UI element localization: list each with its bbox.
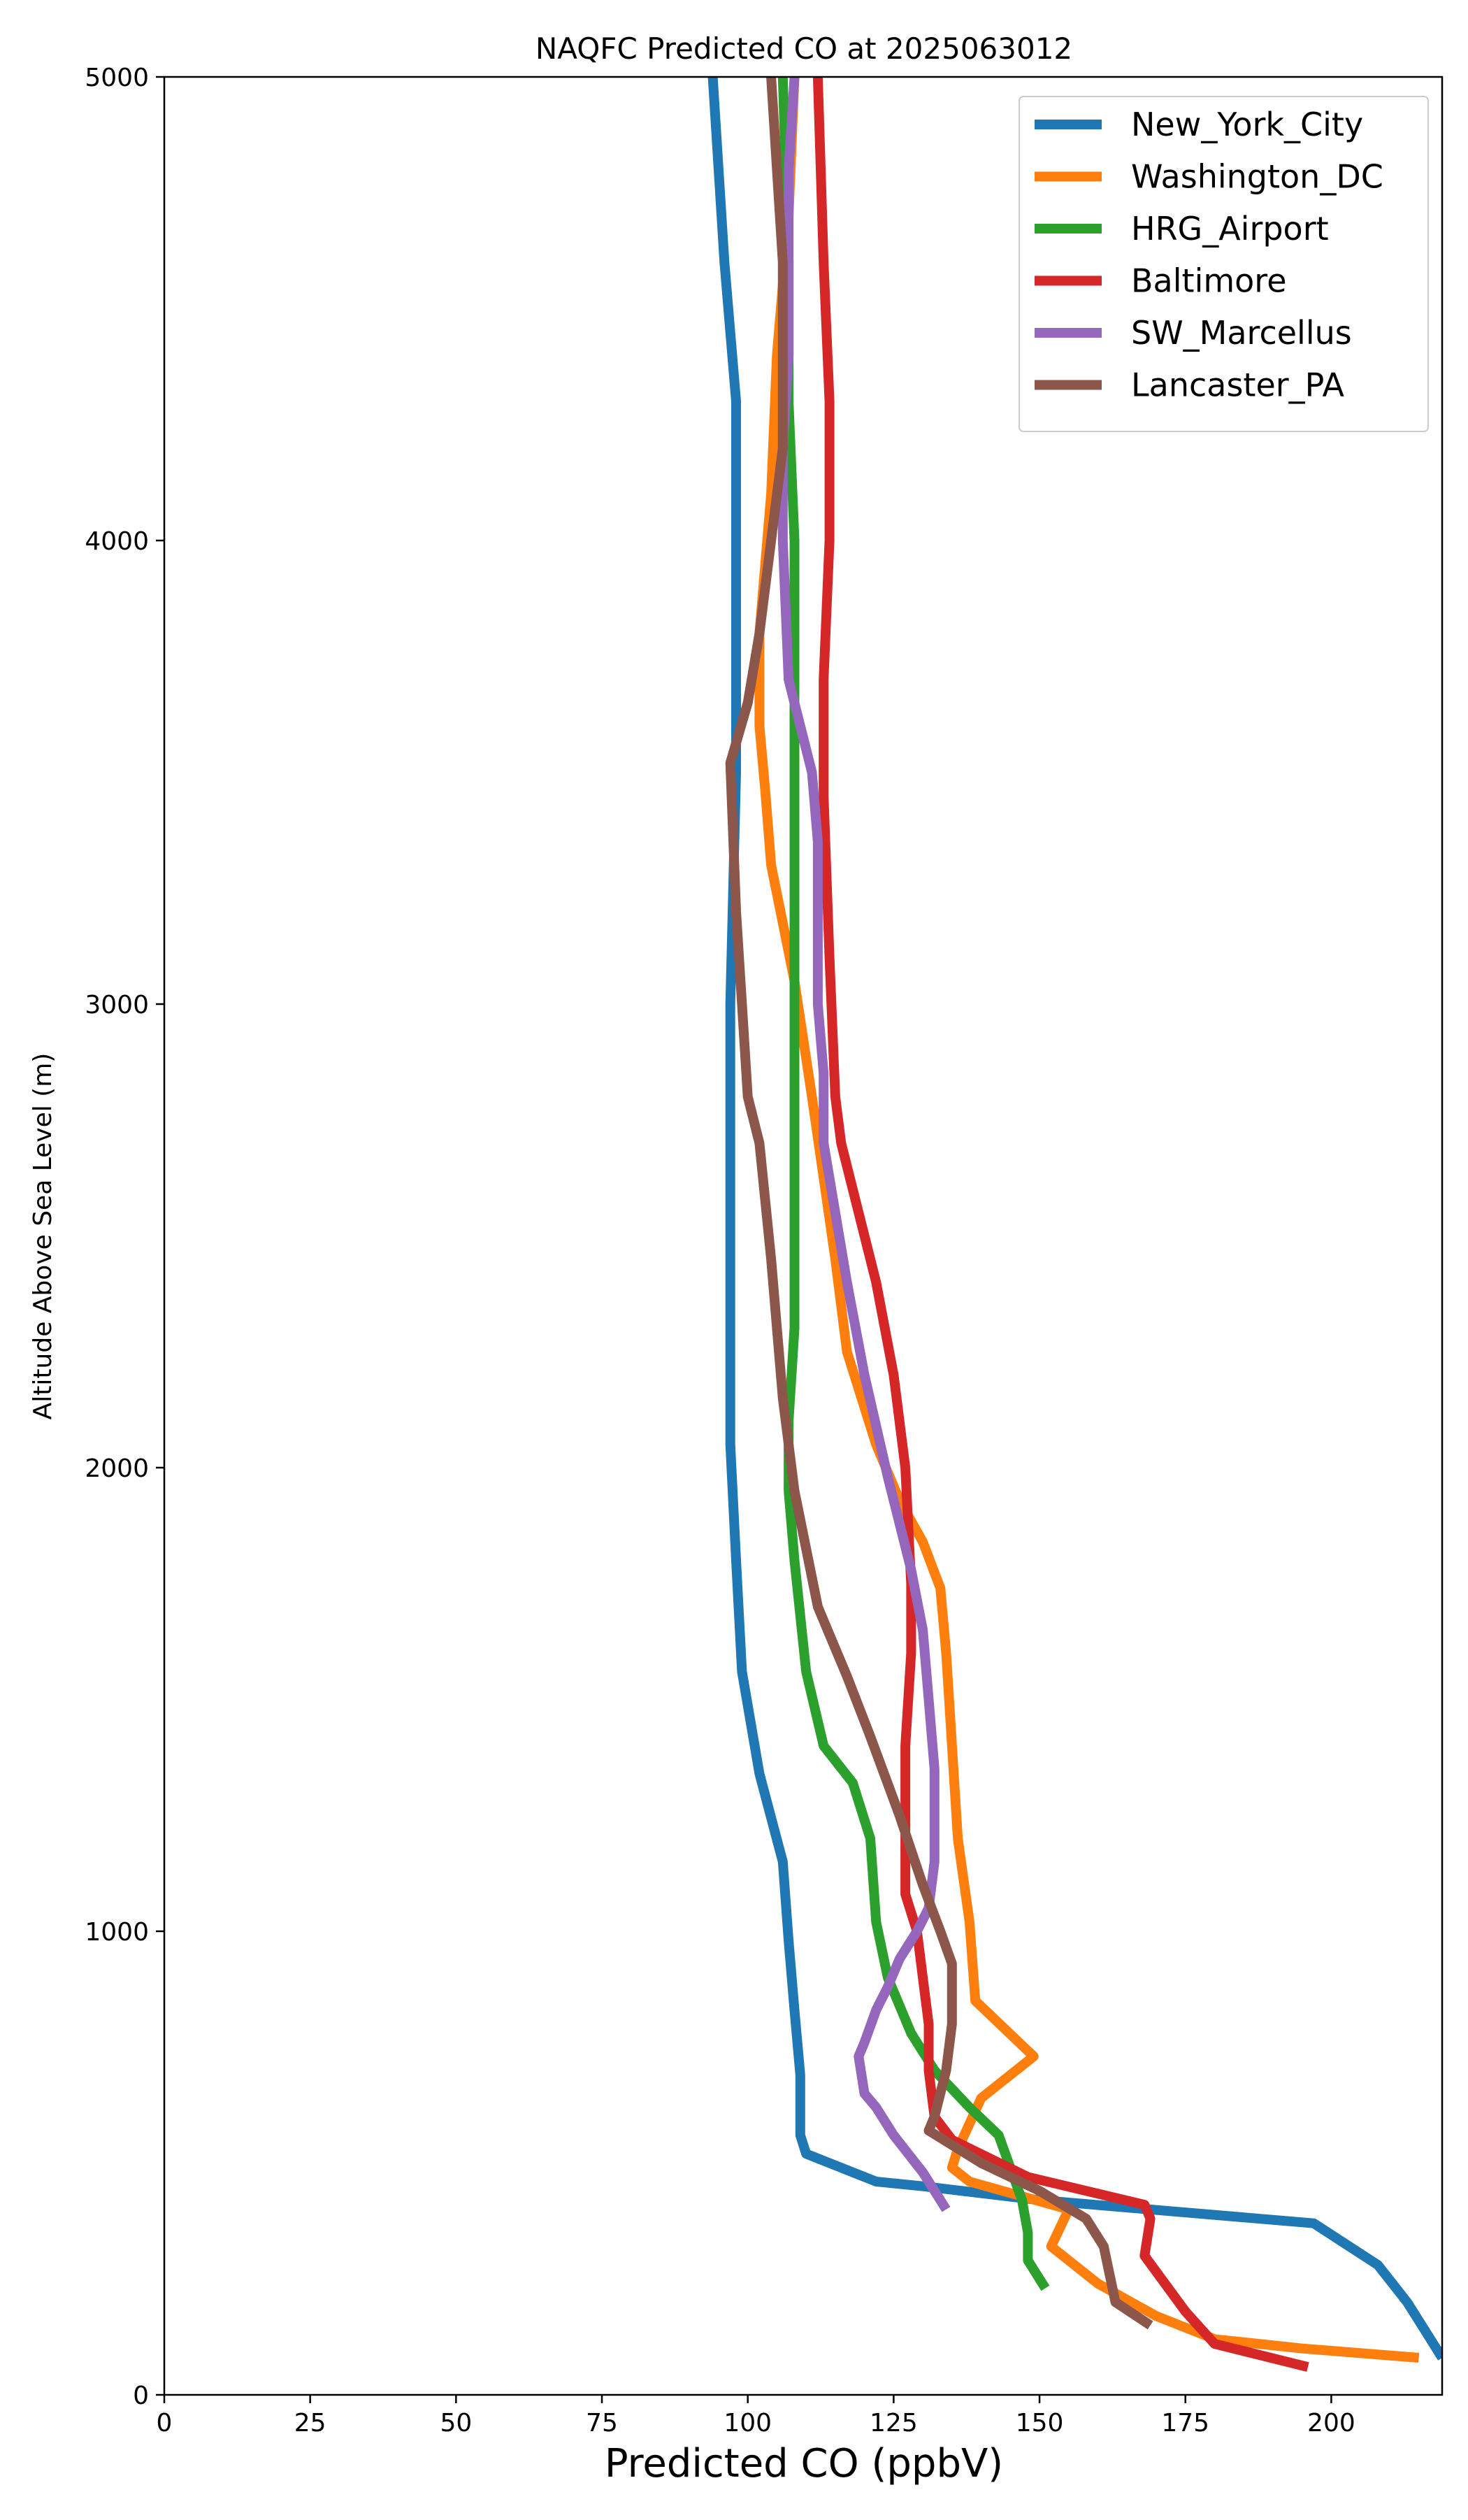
x-tick-label-8: 200 — [1307, 2409, 1355, 2437]
legend-label-0: New_York_City — [1131, 106, 1363, 143]
legend-box — [1019, 96, 1429, 432]
y-tick-label-3: 3000 — [85, 991, 149, 1019]
x-tick-label-6: 150 — [1016, 2409, 1064, 2437]
legend-label-5: Lancaster_PA — [1131, 366, 1344, 404]
x-tick-label-4: 100 — [724, 2409, 772, 2437]
series-line-4 — [777, 77, 951, 2212]
x-tick-label-1: 25 — [294, 2409, 326, 2437]
x-axis-label: Predicted CO (ppbV) — [605, 2441, 1003, 2486]
y-tick-label-0: 0 — [133, 2382, 149, 2410]
series-line-2 — [777, 77, 1050, 2291]
x-tick-label-7: 175 — [1161, 2409, 1209, 2437]
y-tick-label-5: 5000 — [85, 64, 149, 92]
x-tick-label-2: 50 — [440, 2409, 472, 2437]
plot-frame — [163, 76, 1444, 2396]
legend: New_York_City Washington_DC HRG_Airport Bal… — [1019, 96, 1429, 432]
series-line-3 — [812, 77, 1309, 2372]
chart-title: NAQFC Predicted CO at 2025063012 — [535, 31, 1072, 66]
series-line-5 — [725, 77, 1153, 2330]
x-axis: 0 25 50 75 100 125 150 175 200 — [157, 2395, 1355, 2437]
y-tick-label-4: 4000 — [85, 527, 149, 556]
legend-label-1: Washington_DC — [1131, 158, 1383, 196]
y-axis: 0 1000 2000 3000 4000 5000 — [85, 64, 164, 2410]
legend-label-3: Baltimore — [1131, 262, 1287, 300]
y-tick-label-1: 1000 — [85, 1918, 149, 1947]
series-line-1 — [754, 77, 1420, 2363]
x-tick-label-0: 0 — [157, 2409, 173, 2437]
y-axis-label: Altitude Above Sea Level (m) — [29, 1053, 57, 1420]
legend-label-2: HRG_Airport — [1131, 210, 1329, 248]
series-layer — [707, 77, 1442, 2372]
x-tick-label-5: 125 — [870, 2409, 918, 2437]
y-tick-label-2: 2000 — [85, 1454, 149, 1483]
legend-label-4: SW_Marcellus — [1131, 314, 1352, 352]
x-tick-label-3: 75 — [586, 2409, 618, 2437]
